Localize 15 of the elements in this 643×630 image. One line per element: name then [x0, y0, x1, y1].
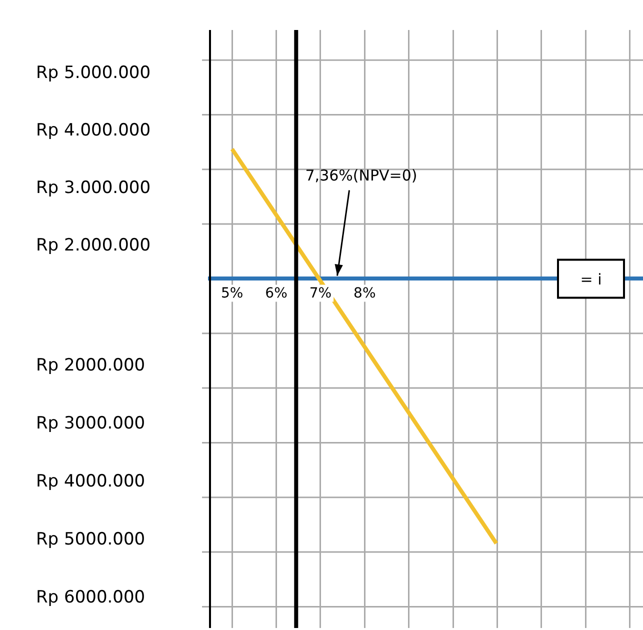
x-tick-label: 8% [354, 285, 376, 302]
x-tick-label: 6% [265, 285, 288, 302]
text: Rp 5.000.000 [36, 63, 151, 84]
text: Rp 5000.000 [36, 529, 146, 550]
text: Rp 4000.000 [36, 472, 146, 492]
text: Rp 3000.000 [36, 414, 146, 434]
text: Rp 2000.000 [36, 356, 146, 376]
text: Rp 2.000.000 [36, 235, 151, 256]
x-axis-title: = i [580, 270, 602, 289]
x-tick-label: 5% [220, 285, 244, 302]
text: Rp 4.000.000 [36, 120, 151, 141]
text: Rp 6000.000 [36, 587, 146, 608]
text: Rp 3.000.000 [36, 178, 151, 198]
x-tick-label: 7% [309, 285, 332, 302]
annotation: 7,36%(NPV=0) [305, 166, 418, 185]
